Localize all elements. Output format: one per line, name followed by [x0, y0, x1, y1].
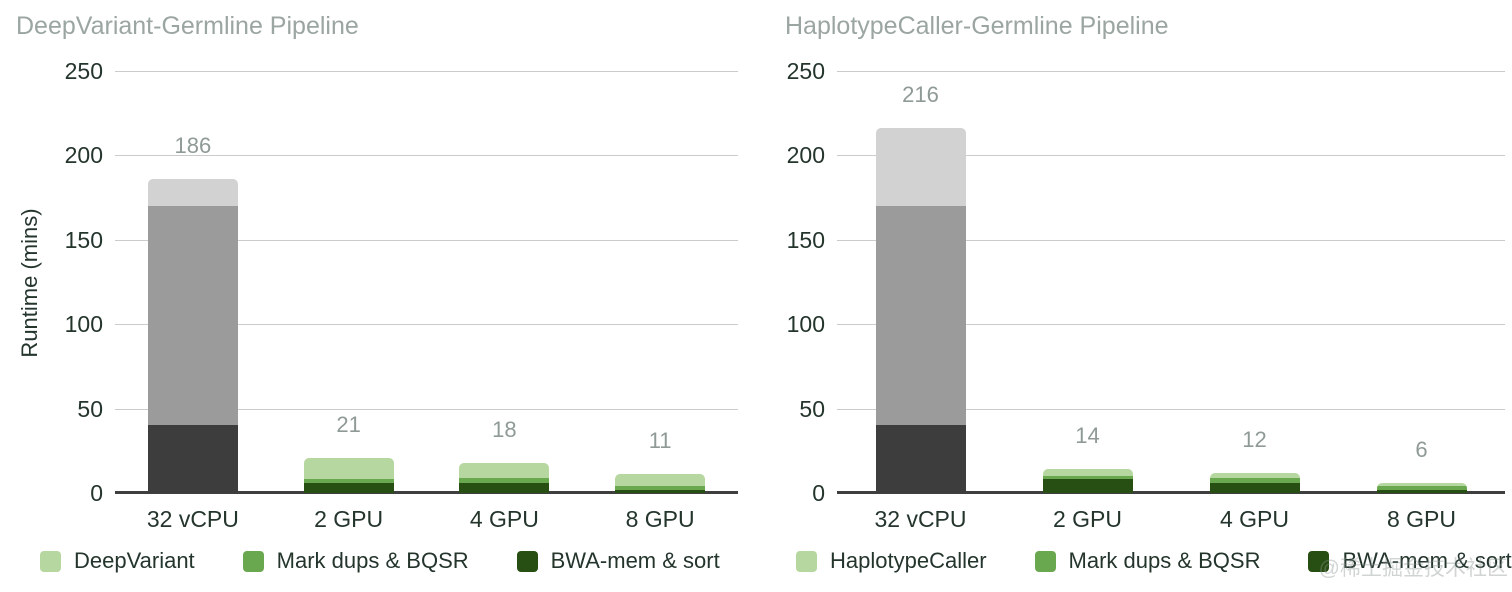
- bar-segment-deepvariant: [303, 457, 394, 480]
- gridline: [837, 71, 1505, 72]
- y-tick-label: 150: [786, 226, 825, 253]
- y-tick-label: 250: [64, 58, 103, 84]
- legend-swatch-icon: [40, 550, 61, 572]
- bar-value-label: 186: [174, 133, 212, 159]
- bar-segment-deepvariant: [147, 179, 238, 207]
- bar-value-label: 6: [1415, 436, 1428, 462]
- bar-segment-mark-dups-&-bqsr: [1376, 486, 1467, 490]
- legend-swatch-icon: [1034, 550, 1056, 572]
- bar-8-gpu: [1376, 482, 1467, 493]
- bar-8-gpu: [615, 474, 706, 493]
- bar-2-gpu: [303, 457, 394, 493]
- x-tick-label: 2 GPU: [314, 506, 384, 532]
- legend-item-bwa-mem-&-sort: BWA-mem & sort: [516, 548, 720, 574]
- legend-item-bwa-mem-&-sort: BWA-mem & sort: [1308, 548, 1512, 574]
- bar-2-gpu: [1042, 469, 1133, 493]
- gridline: [837, 155, 1505, 157]
- bar-segment-haplotypecaller: [875, 128, 966, 207]
- y-tick-label: 150: [64, 226, 103, 253]
- gridline: [837, 408, 1505, 410]
- bar-segment-deepvariant: [615, 474, 706, 487]
- legend-label: BWA-mem & sort: [550, 548, 720, 573]
- gridline: [115, 155, 738, 157]
- bar-segment-mark-dups-&-bqsr: [875, 206, 966, 426]
- gridline: [837, 239, 1505, 241]
- legend-swatch-icon: [796, 550, 817, 572]
- legend-swatch-icon: [1308, 550, 1330, 572]
- x-tick-label: 8 GPU: [1386, 506, 1457, 532]
- x-tick-label: 2 GPU: [1052, 506, 1123, 532]
- y-tick-label: 50: [799, 395, 825, 422]
- bar-segment-bwa-mem-&-sort: [1376, 489, 1467, 493]
- y-tick-label: 200: [786, 142, 825, 169]
- bar-segment-bwa-mem-&-sort: [459, 482, 550, 493]
- gridline: [115, 71, 738, 72]
- x-tick-label: 32 vCPU: [874, 506, 967, 532]
- bar-segment-haplotypecaller: [1376, 482, 1467, 487]
- bar-segment-bwa-mem-&-sort: [875, 425, 966, 493]
- x-tick-label: 4 GPU: [469, 506, 539, 532]
- y-tick-label: 50: [77, 395, 103, 422]
- bar-segment-haplotypecaller: [1042, 469, 1133, 477]
- y-tick-label: 0: [90, 480, 103, 506]
- bar-4-gpu: [1209, 472, 1300, 493]
- y-tick-label: 100: [64, 311, 103, 338]
- legend-label: DeepVariant: [74, 548, 195, 573]
- gridline: [115, 324, 738, 326]
- bar-value-label: 216: [902, 82, 939, 108]
- bar-segment-bwa-mem-&-sort: [303, 482, 394, 493]
- chart-haplotypecaller-pipeline: HaplotypeCaller-Germline Pipeline 0 50 100…: [756, 0, 1512, 592]
- x-axis-line: [837, 491, 1505, 494]
- legend-item-deepvariant: DeepVariant: [40, 548, 195, 574]
- y-tick-label: 250: [786, 58, 825, 84]
- bar-segment-deepvariant: [459, 462, 550, 478]
- legend-item-mark-dups-&-bqsr: Mark dups & BQSR: [242, 548, 469, 574]
- y-tick-label: 200: [64, 142, 103, 169]
- bar-value-label: 12: [1242, 426, 1267, 452]
- legend: HaplotypeCaller Mark dups & BQSR BWA-mem &…: [796, 548, 1512, 574]
- chart-title: DeepVariant-Germline Pipeline: [16, 12, 359, 40]
- legend-label: Mark dups & BQSR: [276, 548, 469, 573]
- bar-4-gpu: [459, 462, 550, 493]
- bar-value-label: 11: [648, 428, 672, 454]
- bar-segment-mark-dups-&-bqsr: [147, 206, 238, 426]
- legend-item-haplotypecaller: HaplotypeCaller: [796, 548, 987, 574]
- bar-segment-haplotypecaller: [1209, 472, 1300, 478]
- bar-32-vcpu: [875, 128, 966, 493]
- legend: DeepVariant Mark dups & BQSR BWA-mem & sor…: [40, 548, 720, 574]
- legend-label: Mark dups & BQSR: [1068, 548, 1261, 573]
- gridline: [115, 239, 738, 241]
- bar-segment-bwa-mem-&-sort: [147, 425, 238, 493]
- y-tick-label: 100: [786, 311, 825, 338]
- bar-value-label: 18: [492, 416, 517, 442]
- chart-deepvariant-pipeline: DeepVariant-Germline Pipeline Runtime (m…: [16, 12, 738, 574]
- chart-title: HaplotypeCaller-Germline Pipeline: [785, 12, 1169, 40]
- bar-value-label: 14: [1075, 423, 1100, 449]
- bar-segment-mark-dups-&-bqsr: [1042, 476, 1133, 480]
- bar-segment-mark-dups-&-bqsr: [459, 477, 550, 483]
- bar-segment-bwa-mem-&-sort: [1042, 479, 1133, 493]
- bar-value-label: 21: [336, 411, 361, 437]
- legend-label: BWA-mem & sort: [1342, 548, 1512, 573]
- legend-label: HaplotypeCaller: [830, 548, 987, 573]
- bar-segment-bwa-mem-&-sort: [615, 489, 706, 493]
- x-axis-line: [115, 491, 738, 494]
- x-tick-label: 8 GPU: [625, 506, 695, 532]
- x-tick-label: 4 GPU: [1219, 506, 1290, 532]
- bar-segment-mark-dups-&-bqsr: [1209, 477, 1300, 483]
- bar-segment-mark-dups-&-bqsr: [615, 486, 706, 490]
- gridline: [115, 408, 738, 410]
- bar-segment-mark-dups-&-bqsr: [303, 479, 394, 483]
- legend-item-mark-dups-&-bqsr: Mark dups & BQSR: [1034, 548, 1261, 574]
- bar-segment-bwa-mem-&-sort: [1209, 482, 1300, 493]
- x-tick-label: 32 vCPU: [146, 506, 239, 532]
- bar-32-vcpu: [147, 179, 238, 493]
- gridline: [837, 324, 1505, 326]
- y-tick-label: 0: [812, 480, 825, 506]
- legend-swatch-icon: [516, 550, 538, 572]
- legend-swatch-icon: [242, 550, 264, 572]
